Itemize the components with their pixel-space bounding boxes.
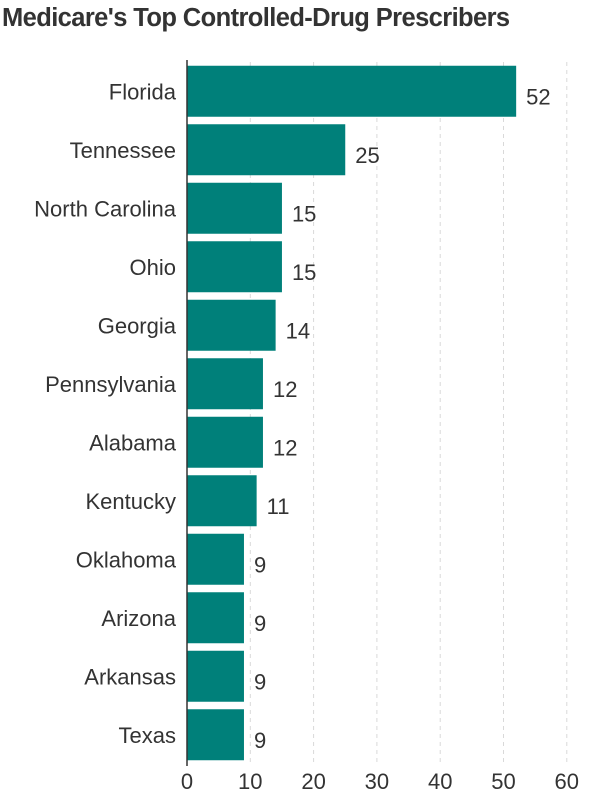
bar	[187, 533, 244, 585]
value-label: 15	[292, 201, 316, 226]
bar	[187, 709, 244, 761]
bar	[187, 241, 282, 293]
value-label: 9	[254, 728, 266, 753]
value-label: 25	[355, 143, 379, 168]
value-label: 52	[526, 84, 550, 109]
category-label: Georgia	[98, 313, 177, 338]
category-label: Kentucky	[86, 489, 177, 514]
bar	[187, 592, 244, 644]
category-label: Florida	[109, 79, 177, 104]
category-label: Pennsylvania	[45, 372, 177, 397]
bar	[187, 475, 257, 527]
value-label: 12	[273, 377, 297, 402]
category-label: Alabama	[89, 430, 177, 455]
value-label: 11	[267, 494, 290, 519]
value-label: 12	[273, 435, 297, 460]
x-tick-label: 60	[555, 769, 579, 794]
category-label: North Carolina	[34, 196, 177, 221]
bar	[187, 650, 244, 702]
value-label: 9	[254, 552, 266, 577]
value-label: 9	[254, 669, 266, 694]
value-label: 9	[254, 611, 266, 636]
category-label: Tennessee	[70, 138, 176, 163]
category-label: Ohio	[130, 255, 176, 280]
x-tick-label: 0	[181, 769, 193, 794]
bar	[187, 358, 263, 410]
category-label: Texas	[119, 723, 176, 748]
value-label: 15	[292, 260, 316, 285]
x-tick-label: 20	[301, 769, 325, 794]
chart-title: Medicare's Top Controlled-Drug Prescribe…	[2, 4, 510, 32]
x-tick-label: 40	[428, 769, 452, 794]
category-label: Oklahoma	[76, 547, 177, 572]
bar	[187, 182, 282, 234]
category-label: Arkansas	[84, 664, 176, 689]
bar	[187, 65, 517, 117]
x-tick-label: 10	[238, 769, 262, 794]
x-tick-label: 30	[365, 769, 389, 794]
bar	[187, 416, 263, 468]
bar	[187, 299, 276, 351]
x-tick-label: 50	[491, 769, 515, 794]
category-label: Arizona	[101, 606, 176, 631]
bar	[187, 124, 346, 176]
value-label: 14	[286, 318, 310, 343]
